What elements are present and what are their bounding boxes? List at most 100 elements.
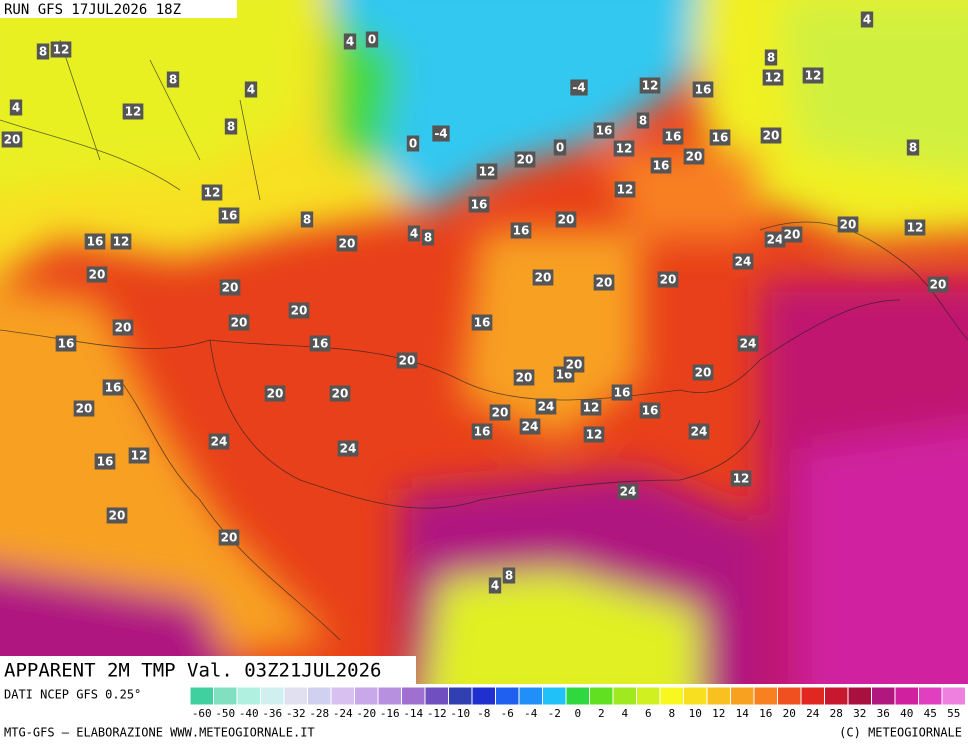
map-label: 16 (221, 209, 238, 223)
map-label: 4 (247, 83, 255, 97)
legend-swatch (847, 686, 872, 706)
legend-label: 24 (806, 707, 820, 720)
legend-label: -36 (262, 707, 282, 720)
legend-swatch (236, 686, 261, 706)
map-label-box (683, 148, 705, 165)
legend-label: -32 (286, 707, 306, 720)
map-label-box (9, 99, 23, 116)
legend-label: 16 (759, 707, 772, 720)
map-label: 12 (479, 165, 496, 179)
map-label: 16 (87, 235, 104, 249)
map-label: 16 (614, 386, 631, 400)
legend-swatch (753, 686, 778, 706)
map-label-box (208, 433, 230, 450)
map-label: 16 (665, 130, 682, 144)
legend-label: 8 (668, 707, 675, 720)
map-label: 16 (695, 83, 712, 97)
legend-label: -24 (333, 707, 353, 720)
map-label: 20 (930, 278, 947, 292)
map-label: 20 (399, 354, 416, 368)
legend-swatch (448, 686, 473, 706)
map-label: 8 (639, 114, 647, 128)
legend-swatch (918, 686, 943, 706)
map-label: 16 (596, 124, 613, 138)
map-label-box (535, 398, 557, 415)
legend-swatch (518, 686, 543, 706)
map-label: 12 (907, 221, 924, 235)
legend-swatch (354, 686, 379, 706)
map-label: 20 (222, 281, 239, 295)
map-label-box (781, 226, 803, 243)
map-label: 20 (686, 150, 703, 164)
map-label: 24 (340, 442, 357, 456)
map-label: 20 (492, 406, 509, 420)
title: APPARENT 2M TMP Val. 03Z21JUL2026 (4, 660, 382, 682)
map-label-box (228, 314, 250, 331)
map-label-box (337, 440, 359, 457)
legend-label: -12 (427, 707, 447, 720)
legend-swatch (213, 686, 238, 706)
map-label-box (432, 125, 450, 142)
map-label-box (336, 235, 358, 252)
legend-swatch (941, 686, 966, 706)
map-label: 8 (505, 569, 513, 583)
map-label: 20 (109, 509, 126, 523)
map-label-box (476, 163, 498, 180)
map-label: 8 (767, 51, 775, 65)
map-label-box (764, 49, 778, 66)
map-label-box (639, 77, 661, 94)
map-label-box (110, 233, 132, 250)
map-label-box (166, 71, 180, 88)
map-label-box (218, 529, 240, 546)
map-label: 20 (76, 402, 93, 416)
map-label-box (510, 222, 532, 239)
copyright: (C) METEOGIORNALE (839, 726, 962, 740)
map-label-box (593, 122, 615, 139)
legend-label: -14 (403, 707, 423, 720)
map-label-box (407, 225, 421, 242)
map-label: 12 (113, 235, 130, 249)
map-label-box (709, 129, 731, 146)
map-label: 16 (653, 159, 670, 173)
map-label-box (471, 314, 493, 331)
map-label: 12 (586, 428, 603, 442)
legend-label: 10 (689, 707, 702, 720)
map-label-box (471, 423, 493, 440)
map-label-box (639, 402, 661, 419)
map-label-box (764, 231, 786, 248)
legend-swatch (565, 686, 590, 706)
map-label-box (86, 266, 108, 283)
map-label: 20 (558, 213, 575, 227)
map-label: 24 (691, 425, 708, 439)
map-label: 16 (513, 224, 530, 238)
map-label: 16 (312, 337, 329, 351)
credit: MTG-GFS — ELABORAZIONE WWW.METEOGIORNALE… (4, 726, 315, 740)
map-label-box (84, 233, 106, 250)
legend-swatch (589, 686, 614, 706)
map-label: 20 (339, 237, 356, 251)
map-label-box (421, 229, 435, 246)
map-label-box (218, 207, 240, 224)
legend-label: 12 (712, 707, 725, 720)
legend-swatch (377, 686, 402, 706)
map-label-box (128, 447, 150, 464)
map-label-box (650, 157, 672, 174)
map-label-box (309, 335, 331, 352)
legend-swatch (495, 686, 520, 706)
map-label: 16 (712, 131, 729, 145)
legend-label: -10 (450, 707, 470, 720)
map-label-box (201, 184, 223, 201)
legend-label: 55 (947, 707, 960, 720)
run-label: RUN GFS 17JUL2026 18Z (4, 2, 181, 18)
map-label: 4 (491, 579, 499, 593)
map-label: 20 (332, 387, 349, 401)
legend-swatch (260, 686, 285, 706)
map-label: 20 (840, 218, 857, 232)
legend-swatch (307, 686, 332, 706)
map-label: 24 (538, 400, 555, 414)
map-label: 0 (556, 141, 564, 155)
map-label-box (224, 118, 238, 135)
map-label: 20 (596, 276, 613, 290)
